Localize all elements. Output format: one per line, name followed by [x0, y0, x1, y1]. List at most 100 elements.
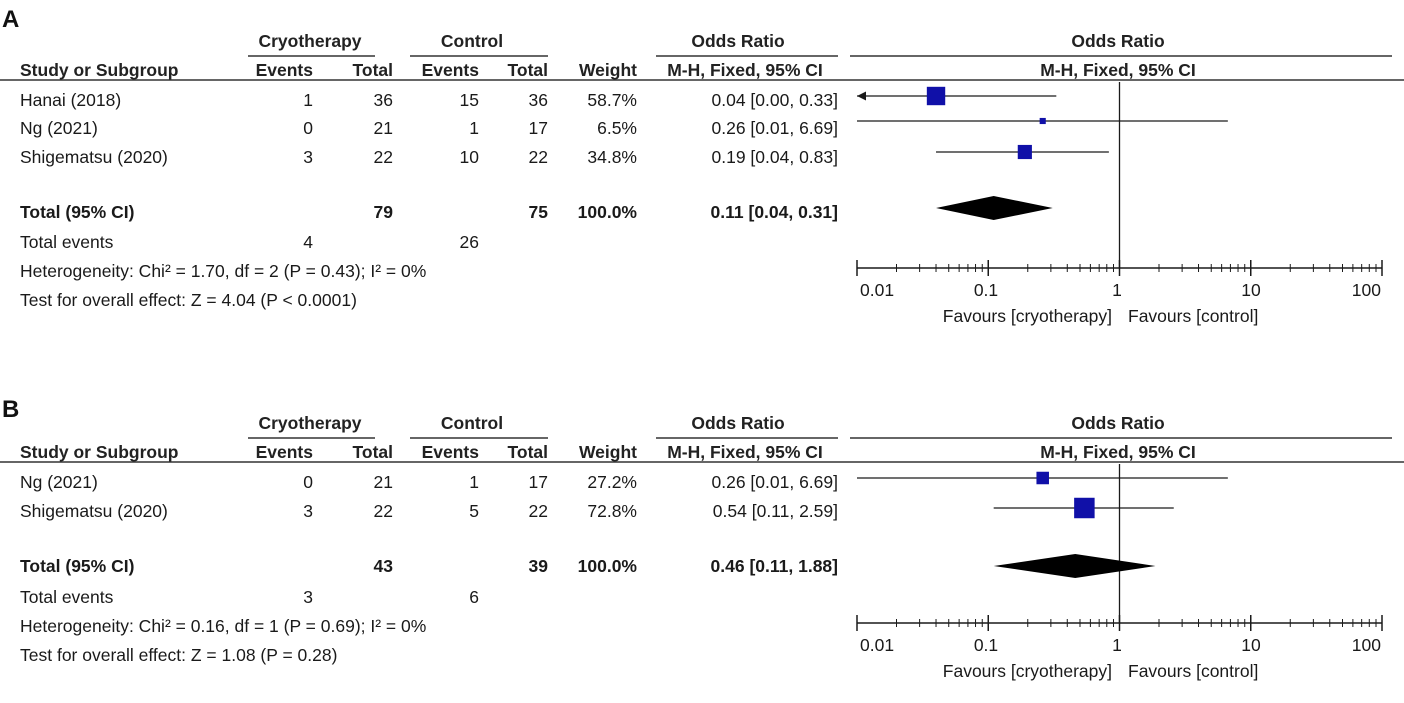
group1-header: Cryotherapy: [258, 413, 361, 433]
effect-table-header: Odds Ratio: [691, 31, 784, 51]
axis-tick-label: 0.01: [860, 635, 894, 655]
panel-a: A Cryotherapy Control Odds Ratio Odds Ra…: [0, 6, 1404, 326]
study-column-header: Study or Subgroup: [20, 60, 178, 80]
events2-header: Events: [422, 442, 480, 462]
total-label: Total (95% CI): [20, 202, 134, 222]
total1-value: 22: [374, 147, 393, 167]
study-name: Hanai (2018): [20, 90, 121, 110]
total1-header: Total: [352, 60, 393, 80]
favours-left-label: Favours [cryotherapy]: [943, 306, 1112, 326]
table-row: Hanai (2018) 1 36 15 36 58.7% 0.04 [0.00…: [20, 90, 838, 110]
total-row: Total (95% CI) 79 75 100.0% 0.11 [0.04, …: [20, 202, 838, 222]
events1-value: 3: [303, 147, 313, 167]
total2-value: 17: [529, 472, 548, 492]
heterogeneity-text: Heterogeneity: Chi² = 0.16, df = 1 (P = …: [20, 616, 426, 636]
group2-header: Control: [441, 31, 503, 51]
total1-value: 22: [374, 501, 393, 521]
total2-sum: 39: [529, 556, 549, 576]
study-name: Shigematsu (2020): [20, 501, 168, 521]
total-events2: 6: [469, 587, 479, 607]
group1-header: Cryotherapy: [258, 31, 361, 51]
events2-value: 15: [460, 90, 479, 110]
method-plot-header: M-H, Fixed, 95% CI: [1040, 60, 1196, 80]
favours-left-label: Favours [cryotherapy]: [943, 661, 1112, 681]
axis-tick-label: 10: [1241, 635, 1261, 655]
favours-right-label: Favours [control]: [1128, 306, 1258, 326]
study-marker: [1039, 117, 1046, 125]
table-row: Ng (2021) 0 21 1 17 27.2% 0.26 [0.01, 6.…: [20, 472, 838, 492]
weight-value: 27.2%: [587, 472, 637, 492]
study-marker: [1017, 144, 1032, 160]
axis-tick-label: 10: [1241, 280, 1261, 300]
total2-value: 22: [529, 501, 548, 521]
total-events1: 3: [303, 587, 313, 607]
events1-value: 0: [303, 472, 313, 492]
weight-value: 34.8%: [587, 147, 637, 167]
table-row: Shigematsu (2020) 3 22 5 22 72.8% 0.54 […: [20, 501, 838, 521]
pooled-diamond: [993, 554, 1156, 578]
ci-arrow-left: [857, 91, 866, 101]
axis-tick-label: 0.01: [860, 280, 894, 300]
total-events-row: Total events 4 26: [20, 232, 479, 252]
weight-value: 58.7%: [587, 90, 637, 110]
ci-value: 0.54 [0.11, 2.59]: [713, 501, 838, 521]
total-events-row: Total events 3 6: [20, 587, 479, 607]
axis-tick-label: 100: [1352, 635, 1381, 655]
ci-value: 0.04 [0.00, 0.33]: [712, 90, 839, 110]
study-name: Shigematsu (2020): [20, 147, 168, 167]
total2-value: 17: [529, 118, 548, 138]
events2-value: 10: [460, 147, 480, 167]
total1-value: 21: [374, 472, 393, 492]
ci-value: 0.26 [0.01, 6.69]: [712, 472, 839, 492]
weight-header: Weight: [579, 442, 637, 462]
events1-value: 3: [303, 501, 313, 521]
total-events-label: Total events: [20, 587, 114, 607]
axis-tick-label: 100: [1352, 280, 1381, 300]
study-marker: [1074, 497, 1095, 519]
events2-value: 1: [469, 118, 479, 138]
weight-value: 6.5%: [597, 118, 637, 138]
events1-header: Events: [256, 60, 314, 80]
total-weight: 100.0%: [578, 202, 638, 222]
study-marker: [926, 86, 946, 106]
overall-effect-text: Test for overall effect: Z = 1.08 (P = 0…: [20, 645, 337, 665]
effect-plot-header: Odds Ratio: [1071, 413, 1164, 433]
axis-tick-label: 0.1: [974, 280, 998, 300]
forest-plot-a: [856, 82, 1383, 276]
table-row: Shigematsu (2020) 3 22 10 22 34.8% 0.19 …: [20, 147, 838, 167]
weight-value: 72.8%: [587, 501, 637, 521]
total1-value: 21: [374, 118, 393, 138]
total2-value: 36: [529, 90, 548, 110]
events1-header: Events: [256, 442, 314, 462]
events1-value: 0: [303, 118, 313, 138]
overall-effect-text: Test for overall effect: Z = 4.04 (P < 0…: [20, 290, 357, 310]
total1-sum: 79: [374, 202, 394, 222]
method-plot-header: M-H, Fixed, 95% CI: [1040, 442, 1196, 462]
total-label: Total (95% CI): [20, 556, 134, 576]
ci-value: 0.26 [0.01, 6.69]: [712, 118, 839, 138]
group2-header: Control: [441, 413, 503, 433]
total2-header: Total: [507, 442, 548, 462]
study-name: Ng (2021): [20, 118, 98, 138]
weight-header: Weight: [579, 60, 637, 80]
effect-plot-header: Odds Ratio: [1071, 31, 1164, 51]
forest-plot-b: [856, 464, 1383, 631]
study-marker: [1036, 471, 1049, 485]
axis-tick-label: 1: [1112, 635, 1122, 655]
total2-header: Total: [507, 60, 548, 80]
pooled-diamond: [936, 196, 1053, 220]
study-name: Ng (2021): [20, 472, 98, 492]
method-table-header: M-H, Fixed, 95% CI: [667, 442, 823, 462]
total1-value: 36: [374, 90, 393, 110]
table-row: Ng (2021) 0 21 1 17 6.5% 0.26 [0.01, 6.6…: [20, 118, 838, 138]
method-table-header: M-H, Fixed, 95% CI: [667, 60, 823, 80]
events2-value: 5: [469, 501, 479, 521]
total2-value: 22: [529, 147, 548, 167]
panel-b: B Cryotherapy Control Odds Ratio Odds Ra…: [0, 396, 1404, 681]
axis-tick-label: 0.1: [974, 635, 998, 655]
panel-label-b: B: [2, 396, 19, 423]
total-weight: 100.0%: [578, 556, 638, 576]
total2-sum: 75: [529, 202, 549, 222]
total-events2: 26: [460, 232, 479, 252]
